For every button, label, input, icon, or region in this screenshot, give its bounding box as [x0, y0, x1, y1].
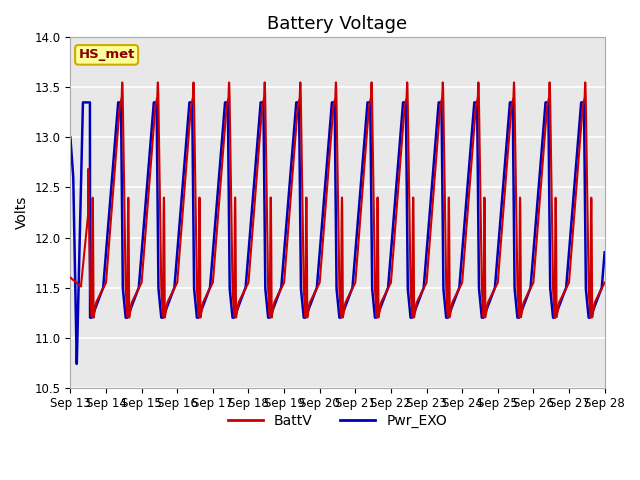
Title: Battery Voltage: Battery Voltage — [268, 15, 408, 33]
Text: HS_met: HS_met — [79, 48, 135, 61]
Y-axis label: Volts: Volts — [15, 196, 29, 229]
Legend: BattV, Pwr_EXO: BattV, Pwr_EXO — [223, 408, 452, 433]
